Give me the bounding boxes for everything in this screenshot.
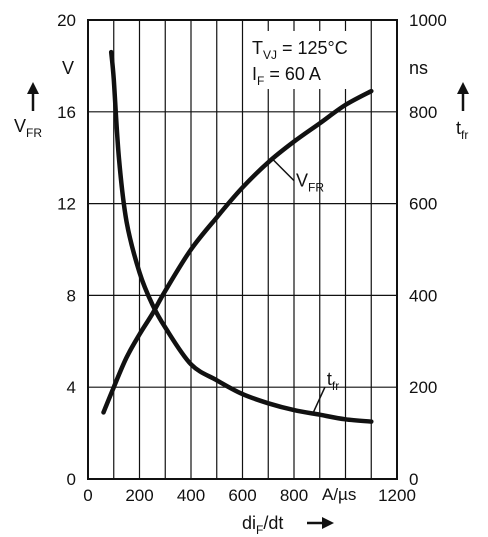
y-right-arrow	[457, 82, 469, 111]
y-left-tick-label: 16	[57, 103, 76, 122]
series-leader-line	[312, 386, 326, 413]
annotation-line-1: TVJ = 125°C	[252, 38, 348, 62]
y-right-tick-label: 200	[409, 378, 437, 397]
annotation-line-2: IF = 60 A	[252, 64, 321, 88]
y-right-tick-label: 600	[409, 195, 437, 214]
y-left-tick-label: 0	[67, 470, 76, 489]
y-left-unit: V	[62, 58, 74, 78]
series-group: VFR tfr	[101, 49, 374, 424]
series-label-vfr: VFR	[296, 171, 324, 195]
series-leader-line	[272, 159, 295, 182]
axis-ticks: 0 200 400 600 800 120004812162002004006008001…	[57, 11, 447, 505]
x-tick-label: 400	[177, 486, 205, 505]
grid-lines	[88, 20, 397, 479]
annotation-box	[245, 31, 370, 89]
y-right-tick-label: 1000	[409, 11, 447, 30]
plot-frame	[87, 19, 398, 480]
x-tick-label: 0	[83, 486, 92, 505]
y-left-tick-label: 4	[67, 378, 76, 397]
series-line-tfr	[108, 49, 374, 424]
y-right-unit: ns	[409, 58, 428, 78]
y-left-arrow	[27, 82, 39, 111]
y-left-tick-label: 20	[57, 11, 76, 30]
x-axis-unit: A/µs	[322, 485, 356, 504]
series-line-VFR	[101, 88, 374, 415]
y-right-tick-label: 0	[409, 470, 418, 489]
x-axis-title: diF/dt	[242, 513, 283, 537]
y-left-title: VFR	[14, 116, 42, 140]
x-axis-arrow	[307, 517, 334, 529]
y-right-tick-label: 400	[409, 286, 437, 305]
y-left-tick-label: 12	[57, 195, 76, 214]
x-tick-label: 600	[228, 486, 256, 505]
x-tick-label: 1200	[378, 486, 416, 505]
y-left-tick-label: 8	[67, 286, 76, 305]
x-tick-label: 200	[125, 486, 153, 505]
y-right-title: tfr	[456, 118, 468, 142]
x-tick-label: 800	[280, 486, 308, 505]
y-right-tick-label: 800	[409, 103, 437, 122]
series-label-tfr: tfr	[327, 369, 339, 393]
